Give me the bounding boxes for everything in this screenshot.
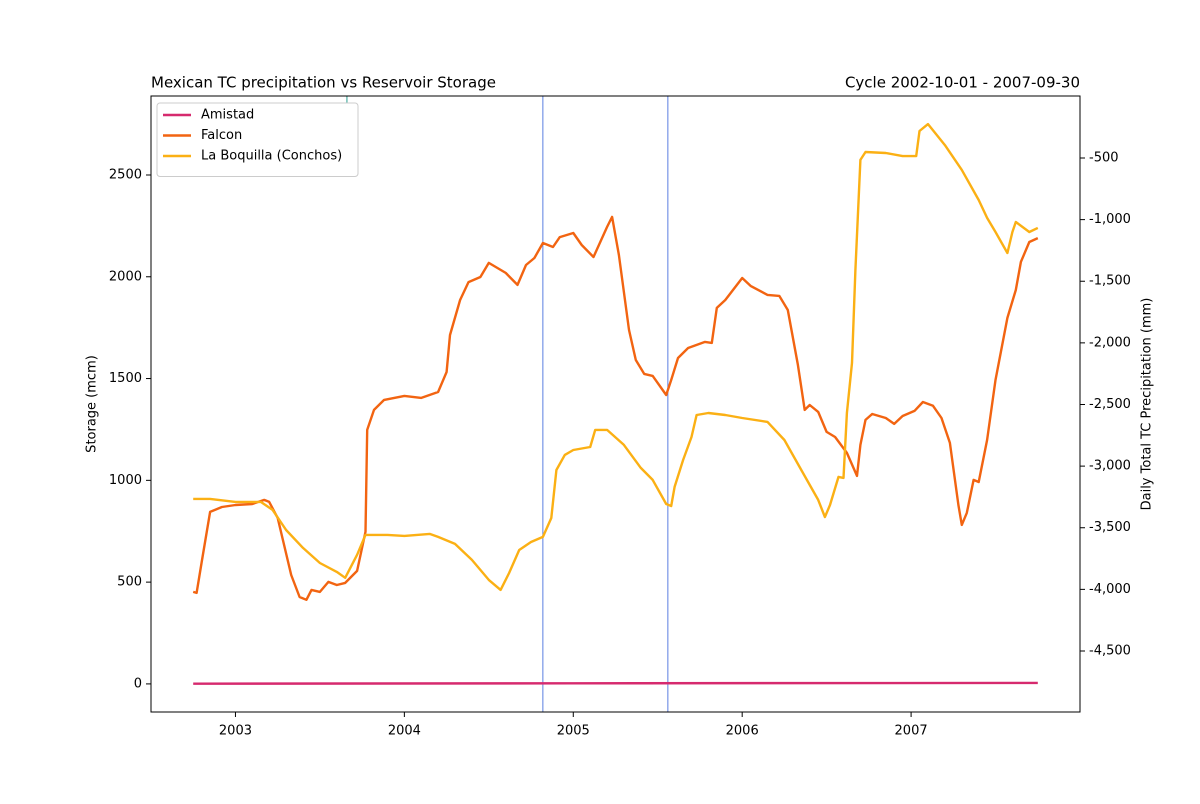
y2-tick-label: -1,500 xyxy=(1089,274,1131,289)
y-tick-label: 2000 xyxy=(109,269,142,284)
y-tick-label: 0 xyxy=(134,676,142,691)
y-tick-label: 1000 xyxy=(109,473,142,488)
y2-tick-label: -1,000 xyxy=(1089,212,1131,227)
x-tick-label: 2005 xyxy=(557,724,590,739)
y-tick-label: 1500 xyxy=(109,371,142,386)
y2-tick-label: -3,500 xyxy=(1089,520,1131,535)
series-line xyxy=(193,681,1038,685)
y2-tick-label: -4,500 xyxy=(1089,643,1131,658)
y2-tick-label: -2,000 xyxy=(1089,335,1131,350)
chart-subtitle: Cycle 2002-10-01 - 2007-09-30 xyxy=(845,74,1080,92)
y-tick-label: 500 xyxy=(117,575,142,590)
x-tick-label: 2004 xyxy=(388,724,421,739)
x-tick-label: 2007 xyxy=(895,724,928,739)
series-line xyxy=(192,215,1039,601)
y2-tick-label: -3,000 xyxy=(1089,459,1131,474)
legend-frame xyxy=(156,102,359,177)
x-tick-label: 2003 xyxy=(219,724,252,739)
y2-tick-label: -500 xyxy=(1089,150,1119,165)
y2-axis-label: Daily Total TC Precipitation (mm) xyxy=(1140,298,1155,511)
series-line xyxy=(193,122,1039,592)
y-axis-label: Storage (mcm) xyxy=(85,355,100,453)
plot-frame xyxy=(150,95,1081,713)
y2-tick-label: -2,500 xyxy=(1089,397,1131,412)
legend-label: Falcon xyxy=(201,128,242,143)
x-tick-label: 2006 xyxy=(726,724,759,739)
y2-tick-label: -4,000 xyxy=(1089,582,1131,597)
chart-title: Mexican TC precipitation vs Reservoir St… xyxy=(151,74,496,92)
y-tick-label: 2500 xyxy=(109,167,142,182)
legend-label: Amistad xyxy=(201,108,254,123)
legend-label: La Boquilla (Conchos) xyxy=(201,149,342,164)
